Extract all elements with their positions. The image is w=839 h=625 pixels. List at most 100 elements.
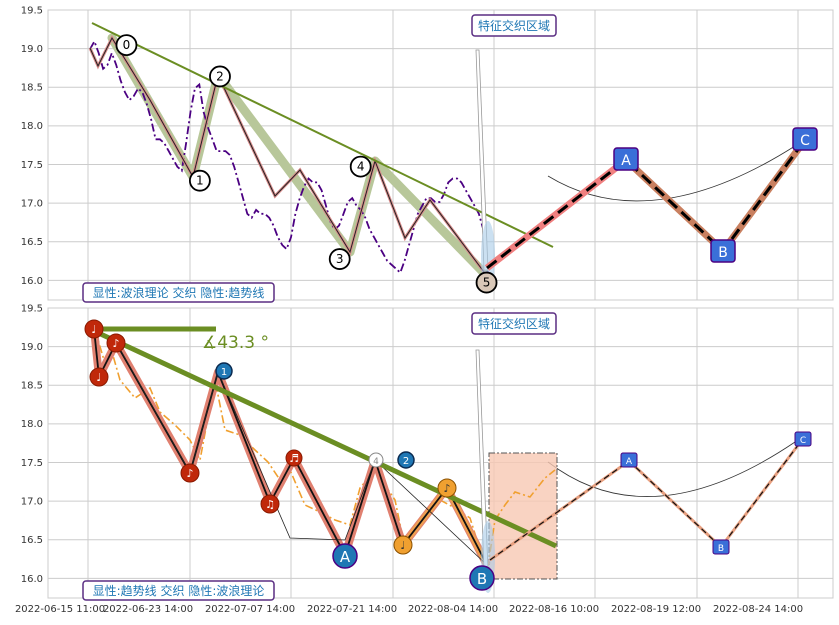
zone-label-box — [471, 312, 557, 335]
wave-circle-label: A — [340, 548, 351, 566]
wave-point-label: 3 — [336, 252, 344, 266]
number-circle — [215, 362, 233, 380]
note-circle — [260, 494, 280, 514]
wave-point-label: 5 — [483, 276, 491, 290]
xtick: 2022-07-21 14:00 — [307, 604, 397, 615]
projection-label: B — [718, 544, 724, 554]
top-projection-dashed — [486, 139, 807, 270]
note-glyph: ♩ — [91, 323, 96, 336]
note-glyph: ♩ — [96, 371, 101, 384]
bottom-ytick: 19.5 — [21, 304, 43, 315]
wave-point-label: 4 — [357, 160, 365, 174]
wave-circle-B: B — [469, 565, 495, 591]
xtick: 2022-06-15 11:00 — [15, 604, 105, 615]
wave-point-circle — [209, 65, 231, 88]
note-circle — [106, 333, 126, 353]
note-circle — [84, 319, 104, 339]
note-glyph: ♫ — [265, 498, 275, 511]
wave-circle — [332, 543, 358, 569]
note-markers: ♩ ♩ ♪ ♪ ♫ ♬ ♩ ♪ — [84, 319, 457, 555]
bottom-zone-label: 特征交织区域 — [471, 312, 557, 335]
top-ytick: 16.5 — [21, 237, 43, 248]
top-ytick: 16.0 — [21, 276, 43, 287]
wave-point-5: 5 — [475, 271, 498, 294]
zone-label-box — [471, 14, 557, 37]
projection-box — [620, 452, 638, 468]
note-marker: ♪ — [437, 478, 457, 498]
wave-point-label: 0 — [123, 38, 131, 52]
top-trendline — [91, 22, 554, 248]
top-price-series — [89, 39, 489, 275]
bottom-projection-C: C — [794, 431, 812, 447]
wave-point-circle — [188, 169, 211, 192]
bottom-gridlines — [48, 308, 833, 598]
wave-point-label: 1 — [196, 174, 204, 188]
wave-point-circle — [349, 155, 372, 178]
bottom-zone-rect — [488, 452, 558, 580]
projection-label: B — [718, 245, 728, 261]
number-label-faint: 4 — [373, 457, 379, 467]
bottom-y-axis: 19.5 19.0 18.5 18.0 17.5 17.0 16.5 16.0 — [21, 304, 43, 586]
caption-text: 显性:波浪理论 交织 隐性:趋势线 — [93, 285, 265, 300]
top-projection-B: B — [710, 239, 736, 263]
note-glyph: ♬ — [289, 452, 299, 465]
note-glyph: ♪ — [186, 467, 193, 480]
top-y-axis: 19.5 19.0 18.5 18.0 17.5 17.0 16.5 16.0 — [21, 6, 43, 288]
top-ytick: 18.0 — [21, 121, 43, 132]
bottom-ytick: 17.0 — [21, 497, 43, 508]
note-marker: ♩ — [89, 367, 109, 387]
projection-box — [613, 147, 639, 171]
projection-box — [710, 239, 736, 263]
zone-label-text: 特征交织区域 — [478, 316, 550, 331]
bottom-trendline — [90, 327, 558, 549]
xtick: 2022-08-24 14:00 — [713, 604, 803, 615]
note-marker: ♬ — [285, 449, 303, 467]
xtick: 2022-07-07 14:00 — [205, 604, 295, 615]
note-marker: ♫ — [260, 494, 280, 514]
top-ytick: 19.0 — [21, 44, 43, 55]
note-circle — [89, 367, 109, 387]
angle-label: ∡43.3 ° — [202, 333, 269, 353]
top-wave-markers: 0 1 2 3 4 5 — [115, 34, 498, 294]
caption-box — [82, 580, 275, 601]
projection-label: A — [626, 457, 633, 467]
bottom-ytick: 16.0 — [21, 574, 43, 585]
top-ytick: 19.5 — [21, 6, 43, 17]
note-circle — [437, 478, 457, 498]
zone-label-text: 特征交织区域 — [478, 18, 550, 33]
top-caption: 显性:波浪理论 交织 隐性:趋势线 — [82, 282, 275, 303]
projection-box — [792, 127, 818, 151]
wave-point-4: 4 — [349, 155, 372, 178]
bottom-ytick: 18.5 — [21, 381, 43, 392]
note-circle — [285, 449, 303, 467]
wave-circle — [469, 565, 495, 591]
note-glyph: ♪ — [112, 337, 119, 350]
number-label: 1 — [221, 367, 227, 378]
note-marker: ♪ — [180, 463, 200, 483]
wave-point-label: 2 — [216, 69, 224, 83]
note-glyph: ♩ — [400, 539, 405, 552]
number-circle-faint — [368, 452, 384, 468]
wave-circle-label: B — [477, 570, 487, 588]
number-circle — [397, 451, 415, 469]
caption-box — [82, 282, 275, 303]
projection-box — [794, 431, 812, 447]
xtick: 2022-08-16 10:00 — [509, 604, 599, 615]
top-projection-A: A — [613, 147, 639, 171]
projection-label: C — [800, 133, 810, 149]
number-label: 2 — [403, 456, 409, 467]
wave-point-3: 3 — [328, 248, 351, 270]
xtick: 2022-06-23 14:00 — [103, 604, 193, 615]
top-wave-thin-black — [89, 36, 488, 277]
wave-point-circle — [328, 248, 351, 270]
note-circle — [180, 463, 200, 483]
bottom-ytick: 17.5 — [21, 458, 43, 469]
wave-point-circle — [115, 34, 138, 57]
top-gridlines — [48, 10, 833, 300]
bottom-panel: 19.5 19.0 18.5 18.0 17.5 17.0 16.5 16.0 … — [15, 304, 834, 615]
note-circle — [393, 535, 413, 555]
bottom-ytick: 18.0 — [21, 419, 43, 430]
projection-label: A — [621, 153, 631, 169]
number-markers: 1 4 2 — [215, 362, 415, 469]
